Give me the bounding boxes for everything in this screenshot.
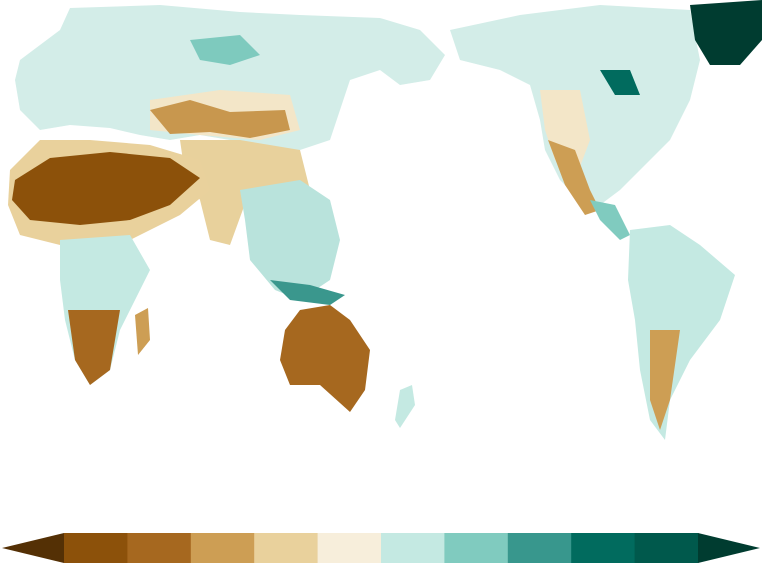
sa-dry [650, 330, 680, 430]
colorbar-under [2, 533, 64, 563]
nz [395, 385, 415, 428]
indonesia [270, 280, 345, 305]
colorbar-bin [444, 533, 509, 563]
madagascar [135, 308, 150, 355]
central-america [590, 200, 630, 240]
sahara [12, 152, 200, 225]
africa-south-dry [68, 310, 120, 385]
south-america [628, 225, 735, 440]
colorbar-over [698, 533, 760, 563]
colorbar [2, 533, 760, 563]
australia [280, 305, 370, 412]
colorbar-bin [254, 533, 319, 563]
colorbar-bin [64, 533, 128, 563]
colorbar-bin [571, 533, 636, 563]
greenland [690, 0, 762, 65]
colorbar-bin [190, 533, 255, 563]
siberia-wet [190, 35, 260, 65]
colorbar-bin [507, 533, 572, 563]
colorbar-bin [317, 533, 382, 563]
eurasia [15, 5, 445, 150]
mexico [548, 140, 600, 215]
central-asia [150, 100, 290, 138]
colorbar-bin [381, 533, 445, 563]
colorbar-bin [634, 533, 699, 563]
se-asia [240, 180, 340, 300]
colorbar-bin [127, 533, 192, 563]
land [8, 0, 762, 440]
hudson [600, 70, 640, 95]
